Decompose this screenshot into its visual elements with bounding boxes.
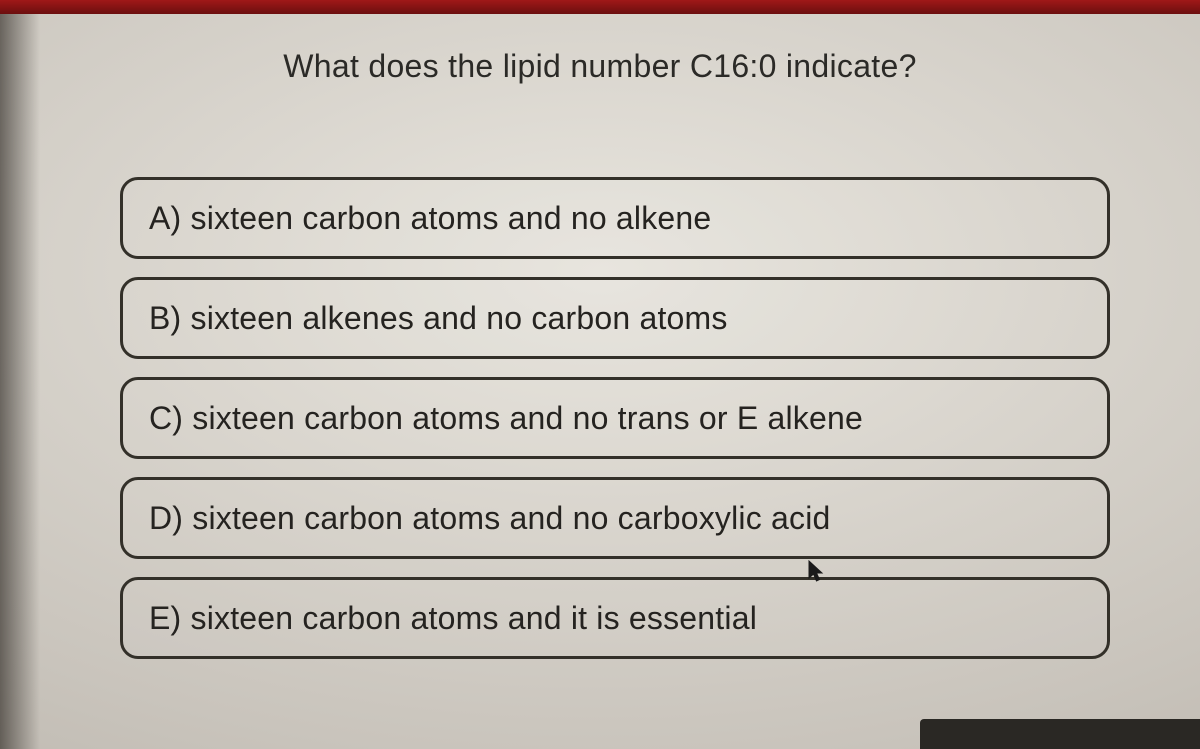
choice-b[interactable]: B) sixteen alkenes and no carbon atoms [120, 277, 1110, 359]
top-red-bar [0, 0, 1200, 14]
choice-e-label: E) sixteen carbon atoms and it is essent… [149, 598, 757, 638]
choice-d-label: D) sixteen carbon atoms and no carboxyli… [149, 498, 831, 538]
choice-d[interactable]: D) sixteen carbon atoms and no carboxyli… [120, 477, 1110, 559]
bottom-right-strip [920, 719, 1200, 749]
question-text: What does the lipid number C16:0 indicat… [0, 48, 1200, 85]
choice-b-label: B) sixteen alkenes and no carbon atoms [149, 298, 728, 338]
choice-a[interactable]: A) sixteen carbon atoms and no alkene [120, 177, 1110, 259]
choice-c[interactable]: C) sixteen carbon atoms and no trans or … [120, 377, 1110, 459]
choice-a-label: A) sixteen carbon atoms and no alkene [149, 198, 711, 238]
choice-c-label: C) sixteen carbon atoms and no trans or … [149, 398, 863, 438]
choices-list: A) sixteen carbon atoms and no alkene B)… [90, 177, 1110, 659]
question-page: What does the lipid number C16:0 indicat… [0, 14, 1200, 749]
choice-e[interactable]: E) sixteen carbon atoms and it is essent… [120, 577, 1110, 659]
